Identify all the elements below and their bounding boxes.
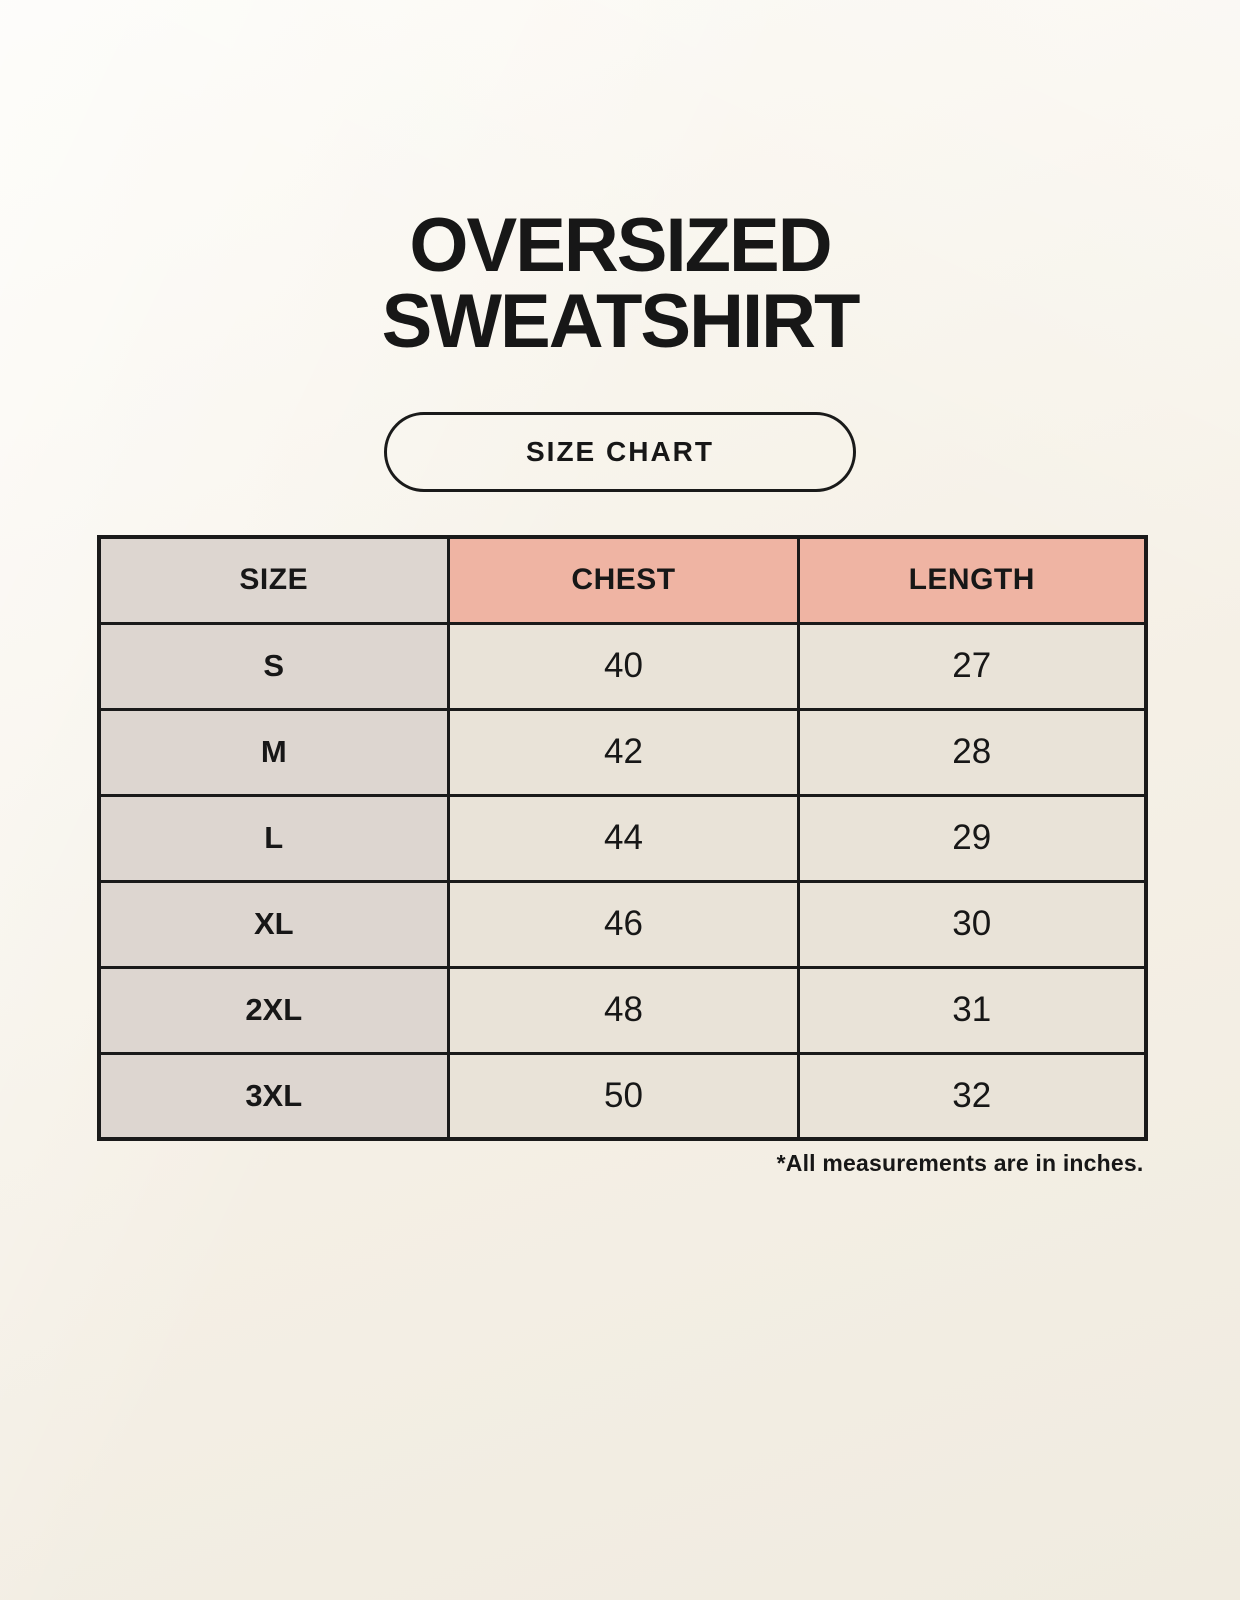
header-size: SIZE [97, 535, 450, 625]
table-row: M 42 28 [97, 707, 1147, 797]
size-cell: 2XL [97, 965, 450, 1055]
chest-cell: 48 [447, 965, 800, 1055]
length-cell: 32 [797, 1051, 1147, 1141]
size-table-container: SIZE CHEST LENGTH S 40 27 M 42 28 L [96, 535, 1148, 1177]
length-cell: 28 [797, 707, 1147, 797]
table-row: L 44 29 [97, 793, 1147, 883]
chest-cell: 50 [447, 1051, 800, 1141]
measurements-footnote: *All measurements are in inches. [776, 1150, 1144, 1176]
size-cell: S [97, 621, 450, 711]
chest-cell: 42 [447, 707, 800, 797]
header-chest: CHEST [447, 535, 800, 625]
chest-cell: 46 [447, 879, 800, 969]
size-chart-button[interactable]: SIZE CHART [384, 412, 856, 492]
chest-cell: 44 [447, 793, 800, 883]
size-cell: 3XL [97, 1051, 450, 1141]
length-cell: 30 [797, 879, 1147, 969]
page-title-line2: SWEATSHIRT [381, 279, 861, 364]
table-header-row: SIZE CHEST LENGTH [97, 535, 1147, 625]
size-cell: XL [97, 879, 450, 969]
length-cell: 27 [797, 621, 1147, 711]
page-title-line1: OVERSIZED [409, 203, 832, 288]
table-row: 2XL 48 31 [97, 965, 1147, 1055]
length-cell: 31 [797, 965, 1147, 1055]
table-row: 3XL 50 32 [97, 1051, 1147, 1141]
length-cell: 29 [797, 793, 1147, 883]
table-row: XL 46 30 [97, 879, 1147, 969]
table-row: S 40 27 [97, 621, 1147, 711]
chest-cell: 40 [447, 621, 800, 711]
size-cell: L [97, 793, 450, 883]
size-chart-button-label: SIZE CHART [526, 436, 714, 467]
size-table: SIZE CHEST LENGTH S 40 27 M 42 28 L [96, 535, 1148, 1141]
page-title: OVERSIZED SWEATSHIRT [381, 203, 861, 364]
header-length: LENGTH [797, 535, 1147, 625]
size-cell: M [97, 707, 450, 797]
